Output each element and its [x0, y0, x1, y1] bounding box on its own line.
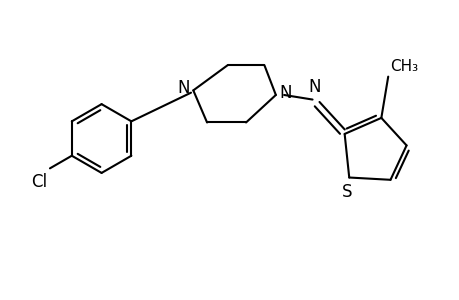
Text: N: N [177, 79, 189, 97]
Text: S: S [341, 183, 352, 201]
Text: Cl: Cl [32, 173, 48, 191]
Text: CH₃: CH₃ [390, 59, 418, 74]
Text: N: N [308, 78, 320, 96]
Text: N: N [279, 84, 291, 102]
